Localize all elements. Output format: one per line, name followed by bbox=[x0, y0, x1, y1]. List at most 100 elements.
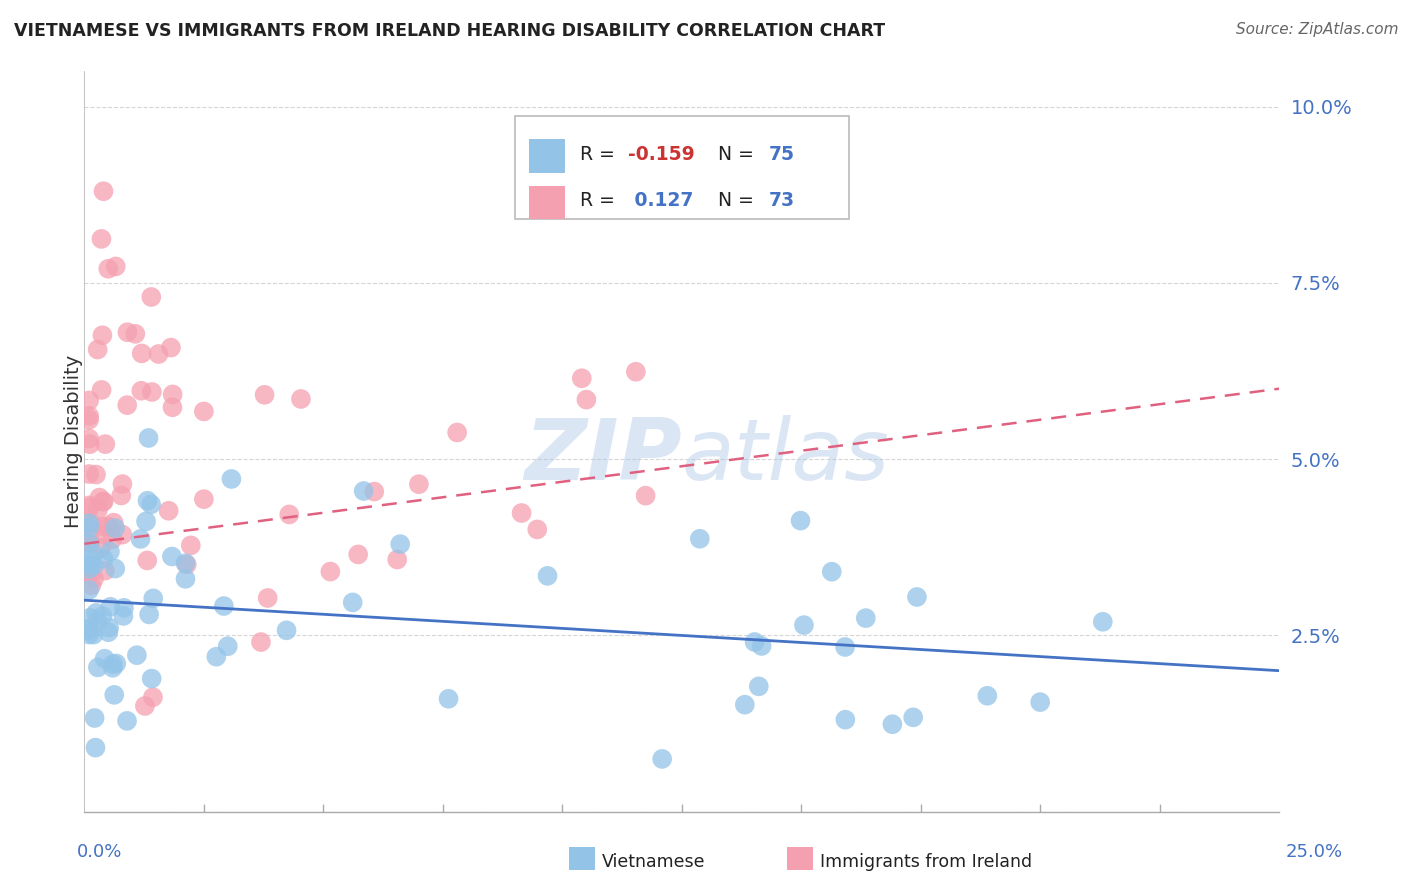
Point bbox=[905, 590, 928, 604]
Point bbox=[115, 714, 138, 728]
Point bbox=[221, 472, 243, 486]
Point bbox=[77, 536, 100, 550]
Text: Source: ZipAtlas.com: Source: ZipAtlas.com bbox=[1236, 22, 1399, 37]
Point bbox=[1029, 695, 1052, 709]
Point bbox=[94, 564, 117, 578]
Point bbox=[79, 610, 101, 624]
Point bbox=[347, 548, 370, 562]
Point bbox=[82, 628, 104, 642]
Point bbox=[77, 623, 100, 637]
Point bbox=[624, 365, 647, 379]
Point bbox=[79, 437, 101, 451]
Point bbox=[77, 413, 100, 427]
Text: 0.0%: 0.0% bbox=[77, 843, 122, 861]
Point bbox=[98, 620, 121, 634]
Point bbox=[90, 541, 112, 555]
Point bbox=[174, 556, 197, 570]
Point bbox=[141, 672, 163, 686]
Point bbox=[91, 609, 114, 624]
Point bbox=[94, 528, 117, 542]
Point bbox=[104, 521, 127, 535]
Point bbox=[744, 635, 766, 649]
Point bbox=[83, 558, 105, 573]
Point bbox=[217, 639, 239, 653]
Point bbox=[510, 506, 533, 520]
Point bbox=[91, 494, 114, 508]
Text: R =: R = bbox=[581, 191, 621, 211]
Point bbox=[253, 388, 276, 402]
Point bbox=[135, 515, 157, 529]
Point bbox=[751, 639, 773, 653]
Text: 25.0%: 25.0% bbox=[1285, 843, 1343, 861]
Point bbox=[77, 530, 100, 544]
Text: 73: 73 bbox=[769, 191, 796, 211]
Point bbox=[80, 578, 103, 592]
Point bbox=[77, 627, 100, 641]
Point bbox=[77, 557, 100, 571]
Point bbox=[821, 565, 844, 579]
Point bbox=[148, 347, 170, 361]
Text: -0.159: -0.159 bbox=[628, 145, 695, 163]
Point bbox=[105, 657, 128, 671]
Point bbox=[834, 713, 856, 727]
Point bbox=[363, 484, 385, 499]
Point bbox=[634, 489, 657, 503]
Point bbox=[789, 514, 811, 528]
Point bbox=[142, 690, 165, 705]
Point bbox=[142, 591, 165, 606]
Point bbox=[136, 553, 159, 567]
Point bbox=[112, 609, 135, 624]
Point bbox=[408, 477, 430, 491]
Point bbox=[110, 488, 132, 502]
Point bbox=[84, 740, 107, 755]
Point bbox=[77, 562, 100, 576]
Point bbox=[83, 711, 105, 725]
Point bbox=[162, 401, 184, 415]
Point bbox=[250, 635, 273, 649]
Point bbox=[134, 698, 156, 713]
Point bbox=[82, 547, 104, 561]
Bar bbox=[529, 139, 565, 173]
Point bbox=[93, 494, 115, 508]
Point bbox=[353, 483, 375, 498]
Point bbox=[176, 558, 198, 572]
Point bbox=[193, 492, 215, 507]
Point bbox=[689, 532, 711, 546]
Point bbox=[90, 383, 112, 397]
Text: ZIP: ZIP bbox=[524, 415, 682, 498]
Point bbox=[976, 689, 998, 703]
Point bbox=[80, 516, 103, 531]
Point bbox=[160, 341, 183, 355]
Text: Immigrants from Ireland: Immigrants from Ireland bbox=[820, 853, 1032, 871]
Text: 0.127: 0.127 bbox=[628, 191, 693, 211]
Point bbox=[100, 599, 122, 614]
Point bbox=[77, 516, 100, 531]
Point bbox=[103, 688, 125, 702]
Point bbox=[84, 606, 107, 620]
Point bbox=[83, 572, 105, 586]
Point bbox=[93, 552, 115, 566]
Point bbox=[80, 553, 103, 567]
Point bbox=[77, 499, 100, 513]
Y-axis label: Hearing Disability: Hearing Disability bbox=[63, 355, 83, 528]
Point bbox=[97, 625, 120, 640]
Point bbox=[77, 393, 100, 408]
Point bbox=[136, 493, 159, 508]
Point bbox=[1091, 615, 1114, 629]
Point bbox=[90, 232, 112, 246]
Point bbox=[104, 561, 127, 575]
Point bbox=[97, 519, 120, 533]
Point bbox=[111, 477, 134, 491]
Point bbox=[651, 752, 673, 766]
Point bbox=[793, 618, 815, 632]
Point bbox=[205, 649, 228, 664]
Point bbox=[77, 520, 100, 534]
Point bbox=[437, 691, 460, 706]
Text: N =: N = bbox=[718, 191, 759, 211]
Point bbox=[87, 503, 110, 517]
Point bbox=[124, 326, 146, 341]
Point bbox=[125, 648, 148, 662]
Point bbox=[278, 508, 301, 522]
Point bbox=[387, 552, 409, 566]
Point bbox=[112, 600, 135, 615]
